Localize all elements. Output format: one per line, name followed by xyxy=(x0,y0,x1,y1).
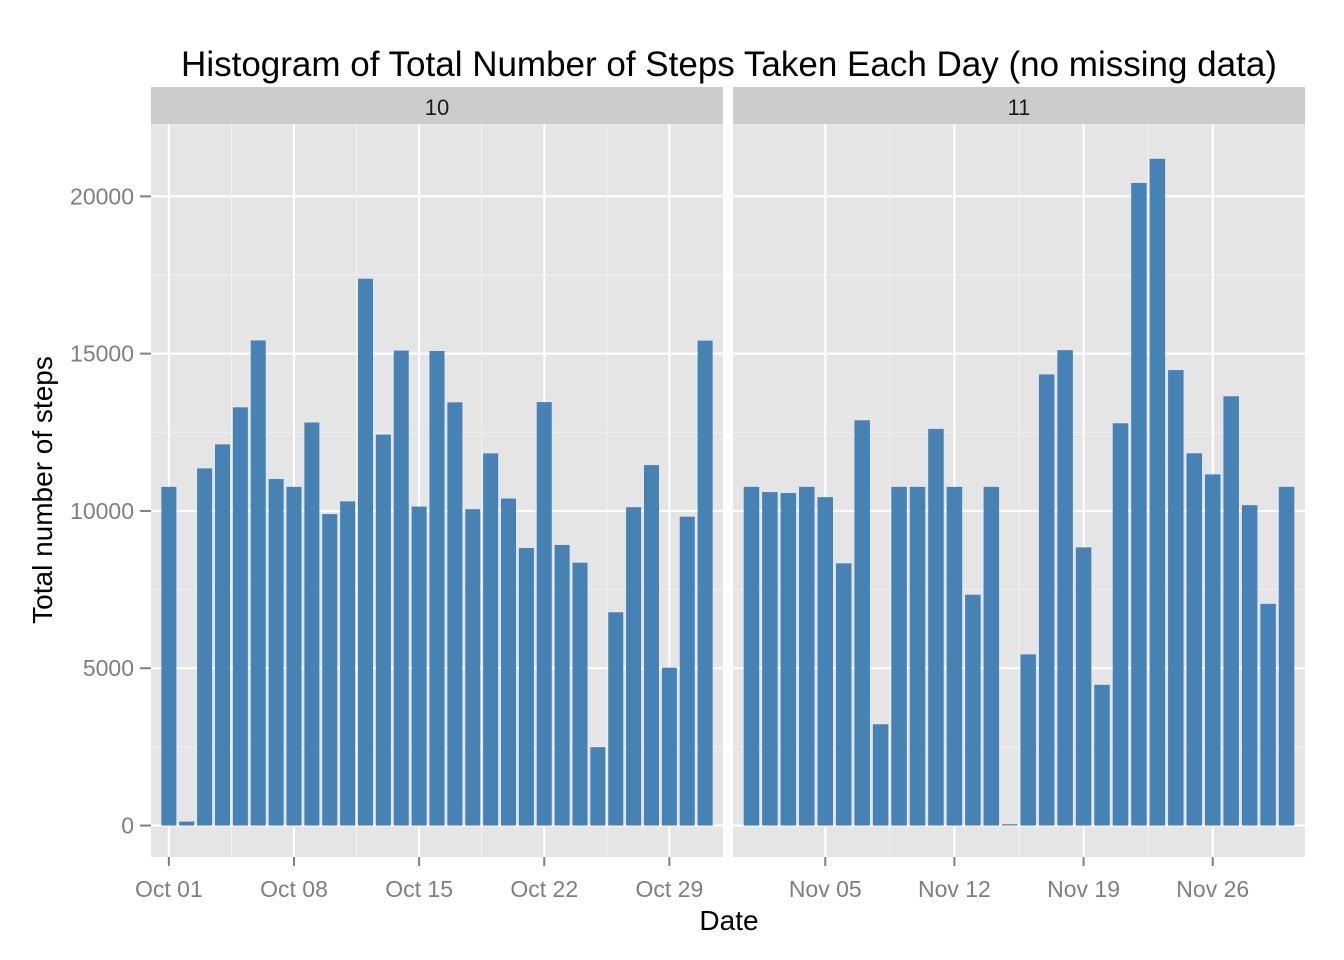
bar xyxy=(268,479,284,826)
bar xyxy=(965,594,981,826)
bar xyxy=(393,350,409,826)
bar xyxy=(429,351,445,826)
bar xyxy=(357,278,374,826)
bar xyxy=(928,428,944,826)
bar xyxy=(697,340,713,826)
y-tick-label: 10000 xyxy=(70,498,134,524)
y-tick-label: 15000 xyxy=(70,341,134,367)
bar xyxy=(447,402,463,826)
bar xyxy=(554,544,570,826)
bar xyxy=(799,486,815,826)
bar xyxy=(608,612,624,826)
x-tick-label: Oct 08 xyxy=(260,876,328,902)
bar xyxy=(518,548,534,826)
bar xyxy=(197,468,213,826)
x-tick-label: Nov 05 xyxy=(789,876,862,902)
y-axis: 0 5000 10000 15000 20000 xyxy=(70,183,151,839)
facet-strip-label: 11 xyxy=(1008,95,1031,120)
x-tick-label: Nov 12 xyxy=(918,876,991,902)
y-axis-title: Total number of steps xyxy=(27,356,58,624)
bar xyxy=(891,486,907,826)
bar xyxy=(1038,374,1055,826)
bar xyxy=(1020,654,1036,826)
bar xyxy=(743,486,760,826)
bar xyxy=(465,509,481,826)
facet-strip xyxy=(151,87,723,124)
x-tick-label: Oct 01 xyxy=(135,876,203,902)
bar xyxy=(1204,474,1221,826)
bar xyxy=(679,516,695,826)
bar xyxy=(1149,158,1166,826)
bar xyxy=(1241,505,1258,826)
x-tick-label: Nov 26 xyxy=(1176,876,1249,902)
bar xyxy=(1094,684,1110,826)
bar xyxy=(661,667,677,826)
x-tick-label: Oct 22 xyxy=(510,876,578,902)
facet-panel-10: 10 Oct 01 Oct 08 Oct 15 Oct 22 Oct 29 xyxy=(135,87,723,902)
bar xyxy=(536,402,552,826)
bar xyxy=(854,420,870,826)
bar xyxy=(590,747,606,826)
bar xyxy=(643,465,660,826)
bar xyxy=(286,486,302,826)
bar xyxy=(1278,486,1295,826)
y-tick-label: 0 xyxy=(121,813,134,839)
x-tick-label: Nov 19 xyxy=(1047,876,1120,902)
bar xyxy=(1223,396,1239,826)
y-tick-label: 20000 xyxy=(70,183,134,209)
bar xyxy=(1260,603,1276,826)
facet-strip xyxy=(733,87,1305,124)
bar xyxy=(232,407,248,826)
bar xyxy=(1168,370,1184,826)
bar xyxy=(1131,182,1147,826)
chart-title: Histogram of Total Number of Steps Taken… xyxy=(181,45,1277,84)
bar xyxy=(1057,350,1073,826)
bar xyxy=(909,486,926,826)
bar xyxy=(626,507,642,826)
bar xyxy=(835,563,852,826)
bar xyxy=(1186,453,1203,826)
bar xyxy=(250,340,266,826)
bar xyxy=(872,724,889,826)
bar xyxy=(411,506,427,826)
bar xyxy=(946,486,963,826)
bar xyxy=(214,444,231,826)
bar xyxy=(1075,547,1092,826)
bar xyxy=(817,497,834,826)
bar xyxy=(1002,824,1018,826)
bar xyxy=(983,486,1000,826)
bar xyxy=(500,498,517,826)
bar xyxy=(375,434,391,826)
bar xyxy=(483,453,499,826)
bar xyxy=(340,501,356,826)
bar xyxy=(780,492,797,826)
bar xyxy=(179,821,195,826)
bar xyxy=(572,562,588,826)
bar xyxy=(161,486,177,826)
bar xyxy=(762,492,778,826)
x-tick-label: Oct 29 xyxy=(635,876,703,902)
x-axis-title: Date xyxy=(699,905,758,936)
facet-panel-11: 11 Nov 05 Nov 12 Nov 19 Nov 26 xyxy=(733,87,1305,902)
facet-strip-label: 10 xyxy=(425,95,449,120)
bar xyxy=(1112,423,1129,826)
y-tick-label: 5000 xyxy=(83,655,134,681)
x-tick-label: Oct 15 xyxy=(385,876,453,902)
bar xyxy=(304,422,320,826)
bar xyxy=(322,514,338,826)
